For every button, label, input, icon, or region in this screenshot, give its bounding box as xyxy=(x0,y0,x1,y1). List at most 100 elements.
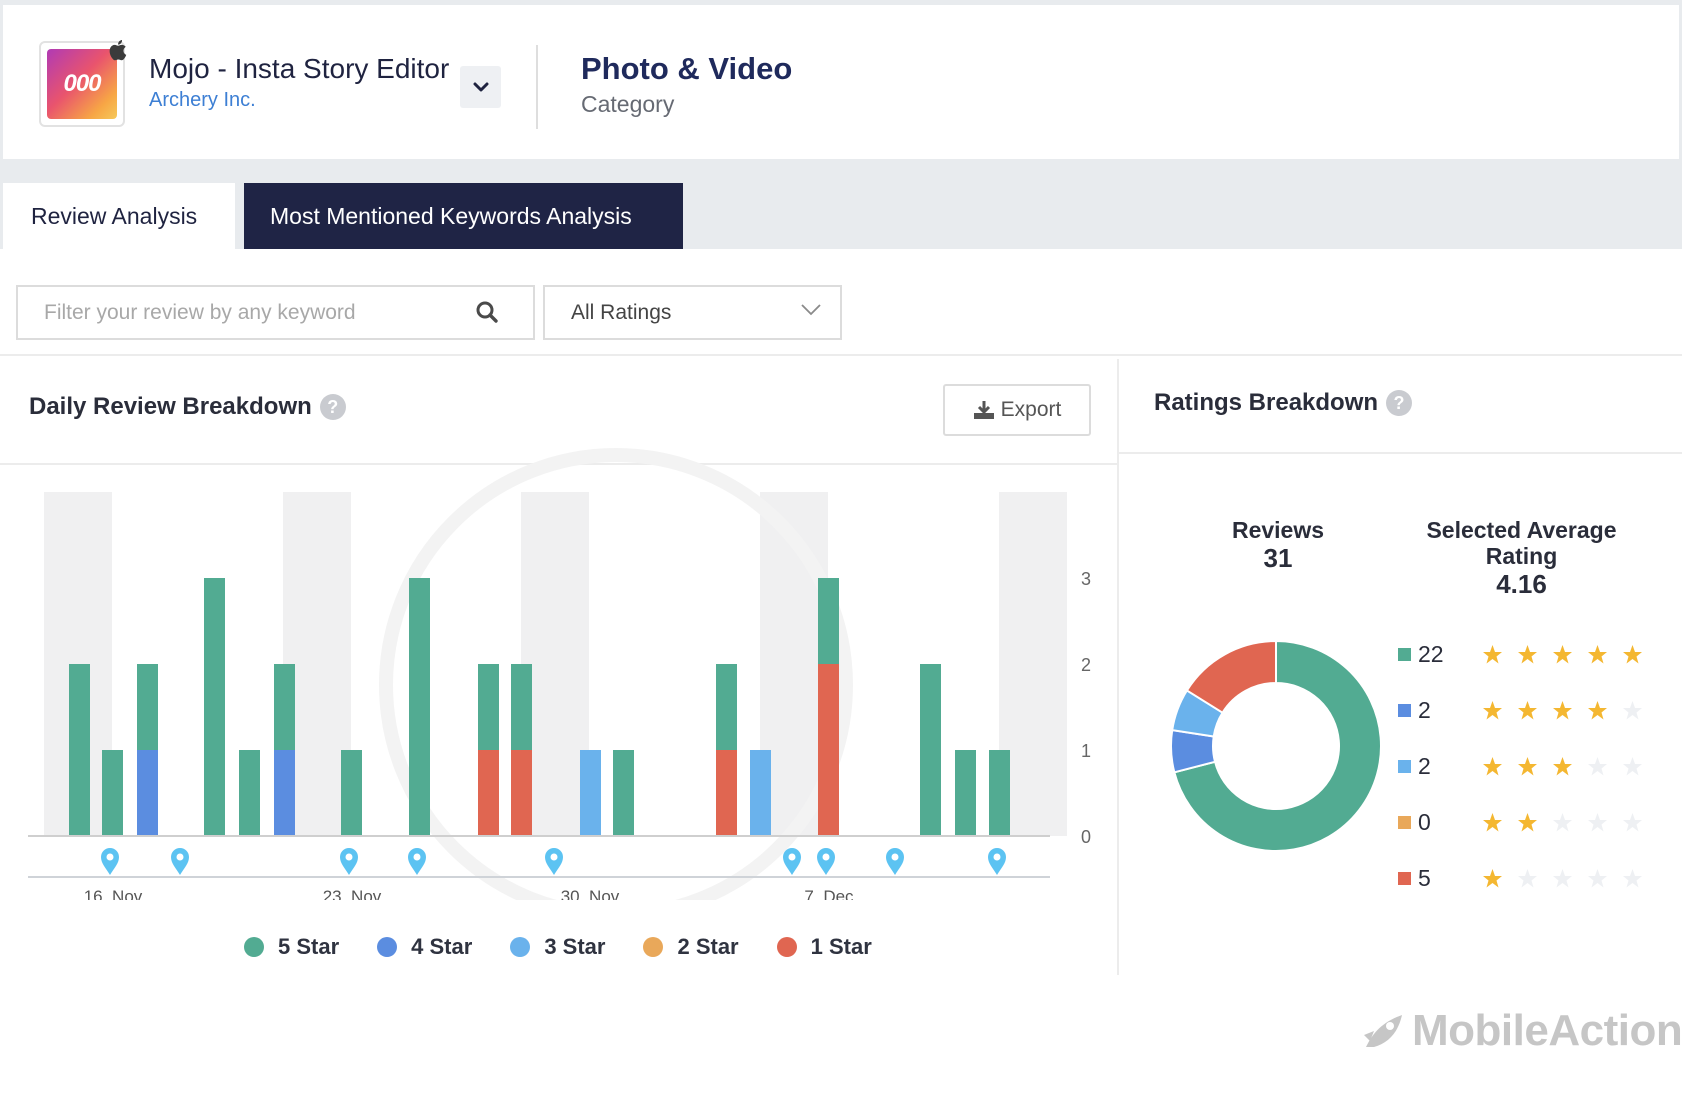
brand-text: MobileAction xyxy=(1412,1006,1682,1055)
search-icon[interactable] xyxy=(475,300,499,324)
export-label: Export xyxy=(1000,398,1062,421)
chevron-down-icon xyxy=(473,82,488,92)
bar-segment[interactable] xyxy=(920,664,941,836)
watermark-ring xyxy=(379,448,853,900)
app-icon[interactable]: 000 xyxy=(39,40,127,127)
tab-review-analysis[interactable]: Review Analysis xyxy=(3,183,235,249)
bar-segment[interactable] xyxy=(478,664,499,750)
star-icon xyxy=(1483,756,1502,775)
avg-rating-label-line1: Selected Average xyxy=(1426,517,1617,543)
pin-marker-icon[interactable] xyxy=(101,848,119,875)
help-icon[interactable]: ? xyxy=(1386,390,1413,416)
rating-count: 5 xyxy=(1418,864,1431,891)
app-switch-dropdown[interactable] xyxy=(460,66,501,108)
legend-item-2-star[interactable]: 2 Star xyxy=(643,934,739,960)
rating-swatch xyxy=(1398,703,1411,717)
pin-marker-icon[interactable] xyxy=(988,848,1006,875)
bar-segment[interactable] xyxy=(613,750,634,836)
tab-keywords-analysis[interactable]: Most Mentioned Keywords Analysis xyxy=(244,183,683,249)
developer-link[interactable]: Archery Inc. xyxy=(149,89,256,111)
bar-segment[interactable] xyxy=(69,664,90,836)
bar-segment[interactable] xyxy=(274,664,295,750)
legend-dot xyxy=(377,937,398,957)
export-button[interactable]: Export xyxy=(943,384,1091,436)
mobileaction-logo: MobileAction xyxy=(1362,1006,1682,1056)
reviews-value: 31 xyxy=(1263,543,1293,573)
bar-segment[interactable] xyxy=(750,750,771,836)
pin-marker-icon[interactable] xyxy=(408,848,426,875)
legend-label: 3 Star xyxy=(544,934,606,959)
ratings-filter-select[interactable]: All Ratings xyxy=(543,285,842,340)
bar-segment[interactable] xyxy=(511,750,532,836)
review-search-field[interactable] xyxy=(16,285,535,340)
rocket-icon xyxy=(1364,1015,1402,1047)
app-name: Mojo - Insta Story Editor xyxy=(149,53,450,84)
rating-count: 0 xyxy=(1418,808,1431,835)
donut-slice[interactable] xyxy=(1185,639,1277,715)
legend-label: 1 Star xyxy=(810,934,872,959)
review-analysis-panel: All Ratings Daily Review Breakdown ? Exp… xyxy=(0,249,1682,975)
legend-label: 5 Star xyxy=(278,934,340,959)
pin-marker-icon[interactable] xyxy=(171,848,189,875)
pin-marker-icon[interactable] xyxy=(783,848,801,875)
rating-row-1-star[interactable]: 5 xyxy=(1398,850,1643,906)
star-icon xyxy=(1518,644,1537,663)
bar-segment[interactable] xyxy=(818,664,839,836)
bar-segment[interactable] xyxy=(102,750,123,836)
help-icon[interactable]: ? xyxy=(319,394,346,420)
bar-segment[interactable] xyxy=(409,578,430,836)
x-tick-label: 7. Dec xyxy=(804,887,854,900)
bar-segment[interactable] xyxy=(989,750,1010,836)
download-icon xyxy=(973,401,994,419)
star-icon xyxy=(1553,644,1572,663)
legend-label: 2 Star xyxy=(677,934,739,959)
bar-segment[interactable] xyxy=(137,750,158,836)
bar-segment[interactable] xyxy=(274,750,295,836)
star-rating xyxy=(1482,812,1643,833)
bar-segment[interactable] xyxy=(818,578,839,664)
bar-segment[interactable] xyxy=(716,750,737,836)
star-icon xyxy=(1553,700,1572,719)
star-rating xyxy=(1482,700,1643,721)
bar-segment[interactable] xyxy=(239,750,260,836)
star-icon xyxy=(1623,700,1642,719)
star-rating xyxy=(1482,868,1643,889)
y-tick-label: 0 xyxy=(1081,827,1091,847)
rating-count: 2 xyxy=(1418,752,1431,779)
daily-breakdown-title: Daily Review Breakdown ? xyxy=(29,393,346,421)
rating-row-3-star[interactable]: 2 xyxy=(1398,738,1643,794)
bar-segment[interactable] xyxy=(137,664,158,750)
rating-count: 22 xyxy=(1418,640,1444,667)
bar-segment[interactable] xyxy=(478,750,499,836)
legend-item-4-star[interactable]: 4 Star xyxy=(377,934,472,960)
pin-marker-icon[interactable] xyxy=(340,848,358,875)
rating-row-5-star[interactable]: 22 xyxy=(1398,626,1643,682)
bar-segment[interactable] xyxy=(341,750,362,836)
legend-dot xyxy=(776,937,797,957)
star-rating xyxy=(1482,756,1643,777)
rating-row-4-star[interactable]: 2 xyxy=(1398,682,1643,738)
review-search-input[interactable] xyxy=(44,300,464,325)
pin-marker-icon[interactable] xyxy=(886,848,904,875)
pin-marker-icon[interactable] xyxy=(817,848,835,875)
legend-dot xyxy=(244,937,264,957)
bar-segment[interactable] xyxy=(580,750,601,836)
rating-row-2-star[interactable]: 0 xyxy=(1398,794,1643,850)
x-tick-label: 16. Nov xyxy=(84,887,143,900)
bar-segment[interactable] xyxy=(204,578,225,836)
legend-dot xyxy=(510,937,531,957)
bar-segment[interactable] xyxy=(955,750,976,836)
week-band xyxy=(521,492,589,836)
rating-swatch xyxy=(1398,759,1411,773)
legend-item-3-star[interactable]: 3 Star xyxy=(510,934,605,960)
legend-item-1-star[interactable]: 1 Star xyxy=(776,934,872,960)
donut-slice[interactable] xyxy=(1173,639,1382,852)
bar-segment[interactable] xyxy=(716,664,737,750)
star-icon xyxy=(1588,644,1607,663)
star-icon xyxy=(1553,812,1572,831)
bar-segment[interactable] xyxy=(511,664,532,750)
star-icon xyxy=(1518,700,1537,719)
pin-marker-icon[interactable] xyxy=(545,848,563,875)
legend-item-5-star[interactable]: 5 Star xyxy=(244,934,339,960)
